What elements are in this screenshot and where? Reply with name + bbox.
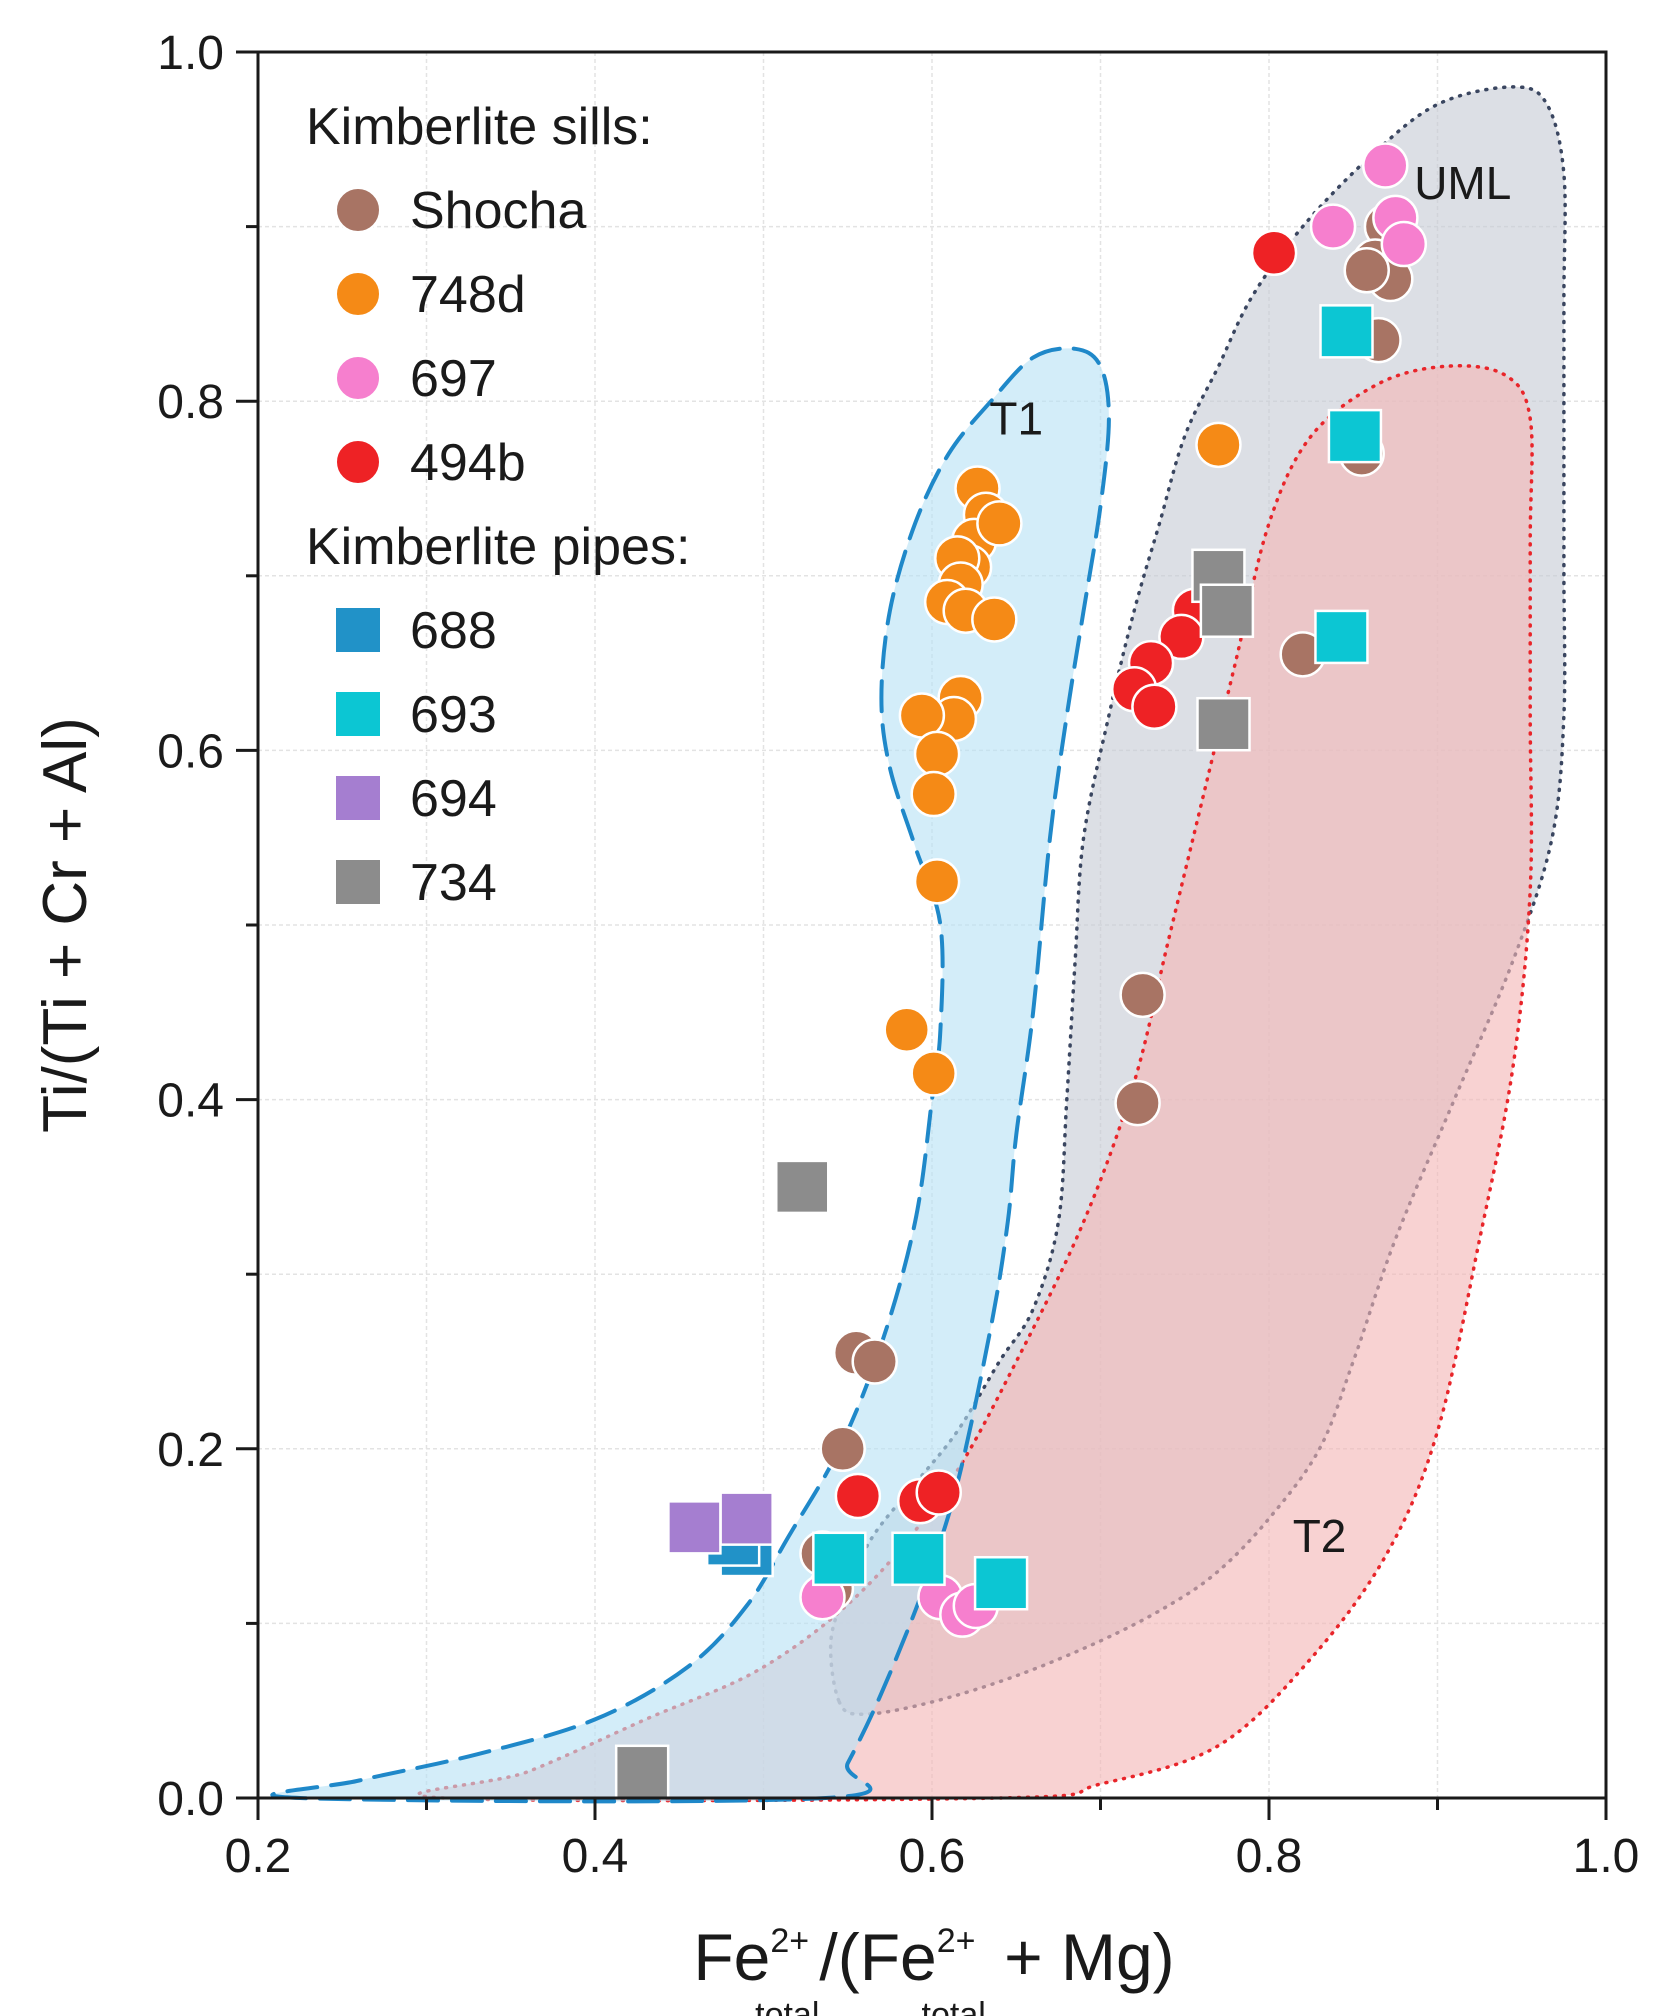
legend-group-title: Kimberlite pipes:	[306, 518, 690, 576]
x-axis-title-sub: total	[755, 1996, 819, 2016]
legend-label-697: 697	[410, 350, 497, 408]
legend-marker-693	[336, 692, 380, 736]
point-Shocha	[1114, 1079, 1161, 1127]
point-693	[973, 1555, 1029, 1611]
point-Shocha	[1343, 247, 1390, 294]
point-494b	[915, 1469, 962, 1516]
x-axis-title-open: /(	[819, 1920, 859, 1994]
x-tick-label: 1.0	[1573, 1830, 1640, 1883]
point-748d	[971, 596, 1018, 643]
legend-marker-734	[336, 860, 380, 904]
point-494b	[834, 1472, 882, 1520]
legend-group-title: Kimberlite sills:	[306, 98, 653, 156]
legend-label-748d: 748d	[410, 266, 526, 324]
point-Shocha	[1119, 971, 1166, 1019]
point-734	[614, 1744, 670, 1800]
legend-marker-697	[335, 355, 381, 401]
point-694	[719, 1491, 774, 1546]
point-494b	[1250, 229, 1298, 277]
series-748d	[883, 421, 1242, 1097]
legend-label-688: 688	[410, 602, 497, 660]
y-tick-label: 0.8	[157, 376, 224, 429]
point-693	[812, 1531, 867, 1587]
point-693	[891, 1531, 946, 1587]
legend-label-494b: 494b	[410, 434, 526, 492]
legend-marker-694	[336, 776, 380, 820]
x-tick-label: 0.8	[1236, 1830, 1303, 1883]
y-tick-label: 1.0	[157, 27, 224, 80]
y-tick-label: 0.2	[157, 1424, 224, 1477]
x-axis-title-sup: 2+	[770, 1922, 809, 1960]
point-494b	[1131, 683, 1178, 730]
x-tick-label: 0.6	[899, 1830, 966, 1883]
y-tick-label: 0.0	[157, 1773, 224, 1826]
axis-titles: Ti/(Ti + Cr + Al)Fe2+ total/(Fe2+ total + …	[31, 717, 1175, 2016]
point-Shocha	[819, 1425, 866, 1473]
x-axis-title-sub2: total	[922, 1996, 986, 2016]
point-748d	[1195, 421, 1242, 469]
point-693	[1314, 609, 1369, 665]
x-axis-title-base: Fe	[693, 1920, 770, 1994]
x-axis-title-sup2: 2+	[937, 1922, 976, 1960]
field-label-uml: UML	[1414, 157, 1511, 209]
legend-label-734: 734	[410, 854, 497, 912]
legend-marker-494b	[335, 439, 381, 485]
series-494b	[834, 229, 1298, 1525]
x-axis-title: Fe2+ total/(Fe2+ total + Mg)	[693, 1920, 1174, 2016]
legend-label-693: 693	[410, 686, 497, 744]
y-axis-title: Ti/(Ti + Cr + Al)	[31, 717, 100, 1133]
point-697	[1309, 203, 1357, 250]
y-tick-label: 0.4	[157, 1075, 224, 1128]
point-693	[1327, 408, 1383, 464]
x-axis-title-base2: Fe	[860, 1920, 937, 1994]
point-694	[667, 1500, 722, 1555]
data-points	[614, 142, 1428, 1800]
point-Shocha	[851, 1338, 898, 1385]
legend-marker-688	[336, 608, 380, 652]
point-748d	[913, 858, 961, 905]
series-694	[667, 1491, 774, 1555]
y-tick-label: 0.6	[157, 725, 224, 778]
field-label-t2: T2	[1293, 1510, 1347, 1562]
x-tick-label: 0.2	[225, 1830, 292, 1883]
legend-marker-748d	[335, 271, 381, 317]
legend-marker-Shocha	[335, 187, 381, 233]
point-697	[1362, 142, 1409, 189]
point-748d	[883, 1006, 930, 1054]
point-748d	[910, 1050, 957, 1097]
point-734	[775, 1159, 830, 1215]
series-734	[614, 548, 1255, 1800]
point-734	[1196, 696, 1251, 752]
axes: 0.2 0.4 0.6 0.8 1.00.00.20.40.60.81.0	[157, 27, 1639, 1883]
point-748d	[910, 770, 957, 818]
point-693	[1319, 304, 1374, 359]
point-748d	[976, 500, 1023, 547]
point-697	[1380, 220, 1428, 268]
point-748d	[913, 730, 961, 778]
field-label-t1: T1	[989, 393, 1043, 445]
legend: Kimberlite sills: Shocha 748d 697 494b Kimber…	[306, 98, 690, 912]
x-axis-title-tail: + Mg)	[986, 1920, 1175, 1994]
series-693	[812, 304, 1383, 1611]
point-734	[1199, 583, 1255, 638]
field-labels: T1 UML T2	[989, 157, 1511, 1562]
x-tick-label: 0.4	[562, 1830, 629, 1883]
legend-label-Shocha: Shocha	[410, 182, 586, 240]
legend-label-694: 694	[410, 770, 497, 828]
